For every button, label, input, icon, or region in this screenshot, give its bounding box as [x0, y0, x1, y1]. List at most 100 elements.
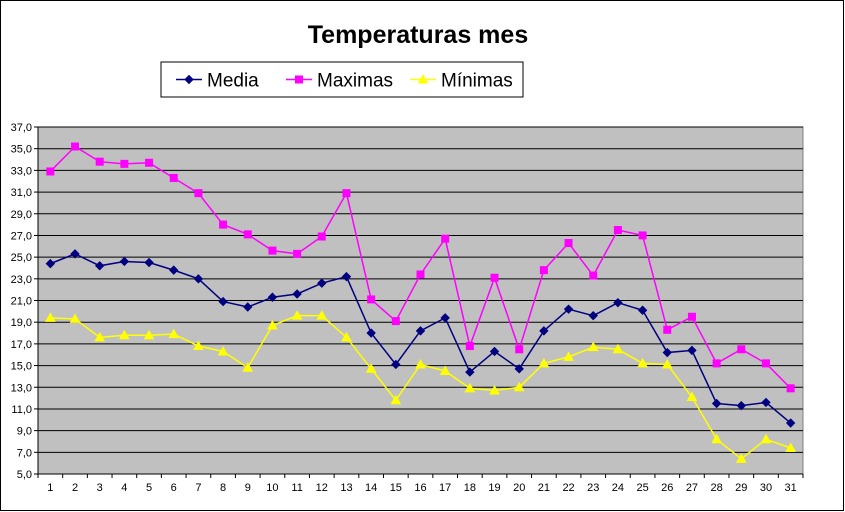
data-point: [143, 329, 155, 340]
data-point: [367, 295, 376, 304]
y-tick-label: 13,0: [11, 382, 32, 394]
data-point: [612, 343, 624, 354]
data-point: [489, 346, 500, 357]
legend-marker: [295, 75, 303, 84]
data-point: [662, 347, 672, 358]
data-point: [415, 358, 426, 369]
data-point: [46, 167, 55, 176]
x-tick-label: 11: [291, 482, 302, 494]
data-point: [268, 246, 277, 255]
data-point: [94, 331, 106, 342]
data-point: [564, 239, 573, 248]
data-point: [687, 312, 696, 321]
y-tick-label: 15,0: [11, 361, 32, 373]
data-point: [539, 326, 549, 336]
x-tick-label: 4: [121, 482, 127, 494]
data-point: [217, 345, 229, 356]
x-tick-label: 23: [587, 482, 599, 494]
data-point: [489, 384, 500, 395]
y-tick-label: 33,0: [11, 165, 32, 177]
data-point: [737, 345, 746, 354]
data-point: [45, 258, 56, 269]
x-tick-label: 2: [72, 482, 78, 494]
x-tick-label: 31: [785, 482, 797, 494]
data-point: [95, 157, 104, 166]
data-point: [711, 398, 722, 409]
data-point: [687, 345, 697, 356]
data-point: [317, 278, 327, 288]
legend-box: [160, 61, 524, 98]
x-tick-label: 16: [414, 482, 426, 494]
y-tick-label: 7,0: [17, 447, 32, 459]
data-point: [563, 304, 574, 314]
series-0: [45, 249, 796, 428]
data-point: [243, 302, 253, 312]
data-point: [168, 328, 180, 339]
data-point: [515, 345, 524, 354]
x-tick-label: 1: [47, 482, 53, 494]
data-point: [514, 364, 524, 374]
data-point: [267, 319, 278, 330]
data-point: [144, 257, 154, 268]
x-tick-label: 30: [760, 482, 772, 494]
data-point: [637, 305, 648, 315]
x-tick-label: 13: [340, 482, 352, 494]
x-tick-label: 19: [488, 482, 500, 494]
y-tick-label: 31,0: [11, 187, 32, 199]
x-tick-label: 7: [195, 482, 201, 494]
y-tick-label: 21,0: [11, 296, 32, 308]
data-point: [243, 230, 252, 239]
data-point: [94, 261, 105, 271]
data-point: [416, 270, 425, 279]
data-point: [291, 310, 303, 320]
x-tick-label: 20: [513, 482, 525, 494]
x-tick-label: 18: [464, 482, 476, 494]
data-point: [267, 292, 278, 302]
chart-title: Temperaturas mes: [308, 21, 528, 49]
data-point: [465, 342, 474, 351]
data-point: [786, 384, 795, 393]
legend-label: Maximas: [317, 71, 393, 92]
data-point: [513, 381, 525, 392]
data-point: [69, 313, 81, 323]
data-point: [464, 382, 476, 393]
y-tick-label: 17,0: [11, 339, 32, 351]
data-point: [119, 256, 130, 267]
data-point: [736, 400, 747, 411]
data-point: [391, 317, 400, 326]
data-point: [490, 273, 499, 282]
data-point: [169, 265, 179, 275]
data-point: [342, 189, 351, 198]
data-point: [439, 365, 451, 375]
y-tick-label: 37,0: [11, 122, 32, 134]
data-point: [613, 226, 622, 235]
x-axis-ticks: 1 2 3 4 5 6 7 8 9 10 11 12 13 14 15 16 17 18 19 20 21 22 23 24 2…: [37, 474, 804, 494]
data-point: [365, 363, 377, 373]
x-tick-label: 26: [661, 482, 673, 494]
data-point: [169, 173, 178, 182]
data-point: [663, 325, 672, 334]
data-point: [194, 189, 203, 198]
x-tick-label: 8: [220, 482, 226, 494]
data-point: [735, 453, 747, 463]
data-point: [316, 310, 328, 320]
x-tick-label: 3: [97, 482, 103, 494]
y-tick-label: 25,0: [11, 252, 32, 264]
data-point: [711, 433, 722, 444]
x-tick-label: 14: [365, 482, 377, 494]
data-point: [317, 232, 326, 241]
data-point: [44, 312, 56, 322]
x-tick-label: 29: [735, 482, 747, 494]
data-point: [588, 310, 598, 321]
legend-label: Mínimas: [441, 71, 513, 92]
series-1: [46, 142, 795, 393]
data-point: [441, 234, 450, 243]
data-point: [293, 249, 302, 258]
data-point: [686, 391, 698, 402]
y-tick-label: 19,0: [11, 317, 32, 329]
data-point: [145, 158, 154, 167]
x-tick-label: 15: [390, 482, 402, 494]
data-point: [785, 418, 796, 428]
data-point: [440, 313, 450, 323]
